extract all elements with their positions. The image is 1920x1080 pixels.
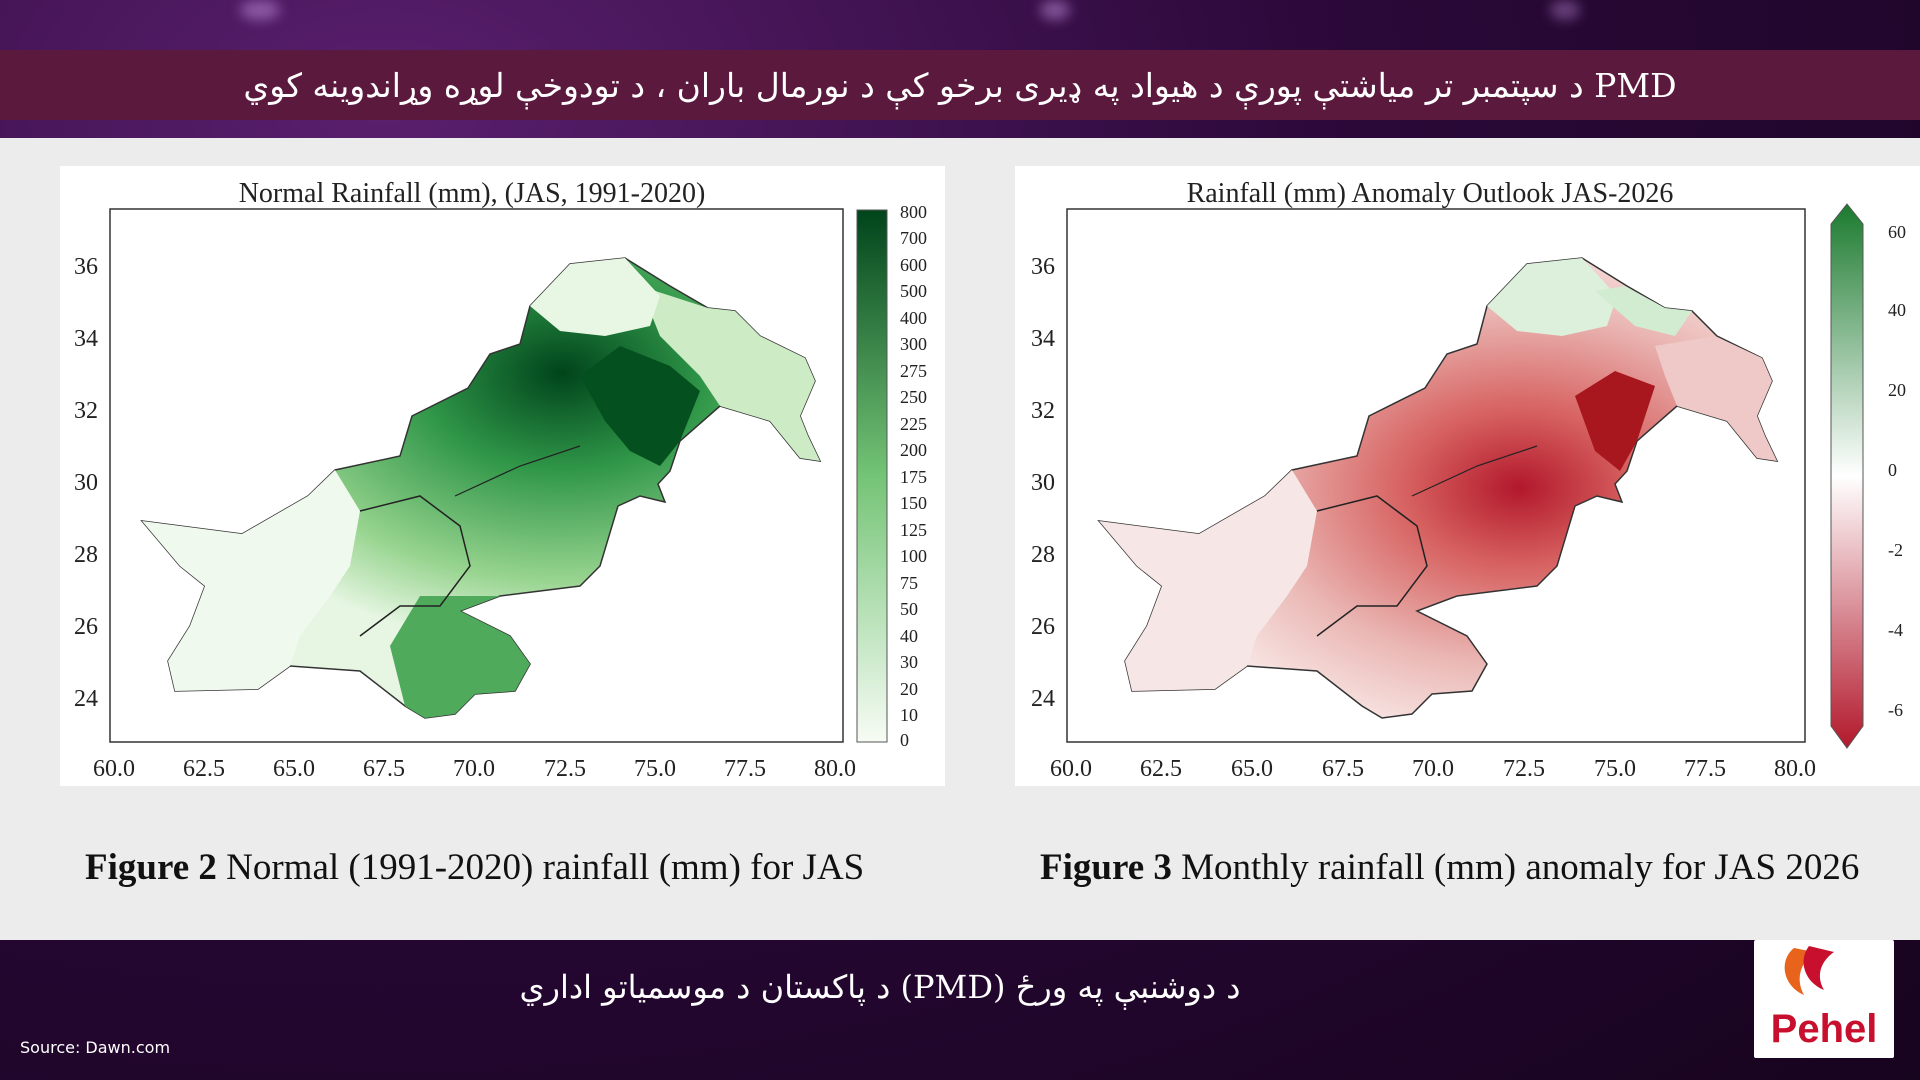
y-tick-label: 26 <box>1031 614 1055 640</box>
high-rainfall-core <box>580 346 700 466</box>
logo-wordmark: Pehel <box>1770 1007 1878 1051</box>
northeast-region <box>1655 336 1777 461</box>
pehel-logo: Pehel <box>1754 940 1894 1058</box>
x-tick-label: 70.0 <box>1412 756 1454 782</box>
x-tick-label: 60.0 <box>93 756 135 782</box>
colorbar-tick: 40 <box>1888 300 1906 320</box>
x-tick-label: 67.5 <box>363 756 405 782</box>
colorbar-tick: 300 <box>900 334 927 354</box>
colorbar-tick: 175 <box>900 467 927 487</box>
far-north-region <box>1595 286 1692 336</box>
x-tick-label: 70.0 <box>453 756 495 782</box>
colorbar-tick: 225 <box>900 414 927 434</box>
y-tick-label: 34 <box>74 326 98 352</box>
x-tick-label: 62.5 <box>1140 756 1182 782</box>
x-tick-label: 80.0 <box>1774 756 1816 782</box>
x-tick-label: 77.5 <box>724 756 766 782</box>
northeast-region <box>640 286 820 461</box>
colorbar-tick: 500 <box>900 281 927 301</box>
y-tick-label: 36 <box>1031 254 1055 280</box>
colorbar-tick: 700 <box>900 228 927 248</box>
y-tick-label: 24 <box>74 686 98 712</box>
right-map-title: Rainfall (mm) Anomaly Outlook JAS-2026 <box>1187 178 1674 209</box>
right-colorbar <box>1830 203 1864 749</box>
x-tick-label: 72.5 <box>1503 756 1545 782</box>
background-glow <box>1040 0 1070 20</box>
y-tick-label: 34 <box>1031 326 1055 352</box>
y-tick-label: 30 <box>74 470 98 496</box>
x-tick-label: 80.0 <box>814 756 856 782</box>
colorbar-tick: 400 <box>900 308 927 328</box>
background-glow <box>240 0 280 20</box>
y-tick-label: 26 <box>74 614 98 640</box>
y-tick-label: 32 <box>1031 398 1055 424</box>
colorbar-tick: 0 <box>900 730 909 750</box>
bottom-caption: د دوشنبې په ورځ (PMD) د پاکستان د موسمیا… <box>519 968 1241 1006</box>
figure-2-caption: Figure 2 Normal (1991-2020) rainfall (mm… <box>85 846 864 889</box>
headline-bar: PMD د سپتمبر تر میاشتې پورې د هیواد په ډ… <box>0 50 1920 120</box>
colorbar-tick: 30 <box>900 652 918 672</box>
colorbar-tick: -6 <box>1888 700 1903 720</box>
flame-icon <box>1784 946 1834 995</box>
colorbar-tick: 150 <box>900 493 927 513</box>
y-tick-label: 28 <box>74 542 98 568</box>
west-region <box>1099 470 1317 691</box>
colorbar-tick: 60 <box>1888 222 1906 242</box>
background-glow <box>1550 0 1580 20</box>
colorbar-tick: 75 <box>900 573 918 593</box>
x-tick-label: 72.5 <box>544 756 586 782</box>
figures-panel: Normal Rainfall (mm), (JAS, 1991-2020) 6… <box>0 138 1920 940</box>
x-tick-label: 62.5 <box>183 756 225 782</box>
x-tick-label: 65.0 <box>1231 756 1273 782</box>
colorbar-tick: 600 <box>900 255 927 275</box>
left-map-title: Normal Rainfall (mm), (JAS, 1991-2020) <box>239 178 706 209</box>
colorbar-tick: 275 <box>900 361 927 381</box>
colorbar-tick: 200 <box>900 440 927 460</box>
colorbar-tick: -2 <box>1888 540 1903 560</box>
figure-3-text: Monthly rainfall (mm) anomaly for JAS 20… <box>1171 847 1860 888</box>
anomaly-outlook-map: Rainfall (mm) Anomaly Outlook JAS-2026 6… <box>1015 166 1920 786</box>
x-tick-label: 75.0 <box>1594 756 1636 782</box>
x-tick-label: 75.0 <box>634 756 676 782</box>
colorbar-tick: 10 <box>900 705 918 725</box>
headline-text: PMD د سپتمبر تر میاشتې پورې د هیواد په ډ… <box>243 65 1677 105</box>
colorbar-tick: 20 <box>1888 380 1906 400</box>
figure-2-text: Normal (1991-2020) rainfall (mm) for JAS <box>216 847 865 888</box>
colorbar-tick: 125 <box>900 520 927 540</box>
y-tick-label: 36 <box>74 254 98 280</box>
y-tick-label: 24 <box>1031 686 1055 712</box>
x-tick-label: 65.0 <box>273 756 315 782</box>
x-tick-label: 67.5 <box>1322 756 1364 782</box>
colorbar-tick: 0 <box>1888 460 1897 480</box>
balochistan-west-region <box>142 470 360 691</box>
colorbar-tick: -4 <box>1888 620 1903 640</box>
colorbar-tick: 40 <box>900 626 918 646</box>
figure-3-caption: Figure 3 Monthly rainfall (mm) anomaly f… <box>1040 846 1859 889</box>
figure-3-label: Figure 3 <box>1040 847 1172 888</box>
northern-region <box>1487 258 1617 336</box>
y-tick-label: 30 <box>1031 470 1055 496</box>
normal-rainfall-map: Normal Rainfall (mm), (JAS, 1991-2020) 6… <box>60 166 945 786</box>
figure-2-label: Figure 2 <box>85 847 217 888</box>
sindh-region <box>390 596 530 718</box>
y-tick-label: 32 <box>74 398 98 424</box>
colorbar-tick: 50 <box>900 599 918 619</box>
x-tick-label: 60.0 <box>1050 756 1092 782</box>
source-credit: Source: Dawn.com <box>20 1038 171 1057</box>
colorbar-tick: 800 <box>900 202 927 222</box>
colorbar-tick: 20 <box>900 679 918 699</box>
colorbar-tick: 100 <box>900 546 927 566</box>
strong-deficit-core <box>1575 371 1655 471</box>
x-tick-label: 77.5 <box>1684 756 1726 782</box>
y-tick-label: 28 <box>1031 542 1055 568</box>
left-colorbar <box>856 209 888 743</box>
northern-region <box>530 258 660 336</box>
colorbar-tick: 250 <box>900 387 927 407</box>
